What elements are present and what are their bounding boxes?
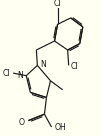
Text: O: O bbox=[19, 118, 25, 127]
Text: Cl: Cl bbox=[53, 0, 61, 8]
Text: Cl: Cl bbox=[70, 62, 78, 71]
Text: OH: OH bbox=[55, 123, 67, 132]
Text: N: N bbox=[17, 71, 23, 80]
Text: Cl: Cl bbox=[3, 69, 11, 78]
Text: N: N bbox=[40, 60, 46, 69]
